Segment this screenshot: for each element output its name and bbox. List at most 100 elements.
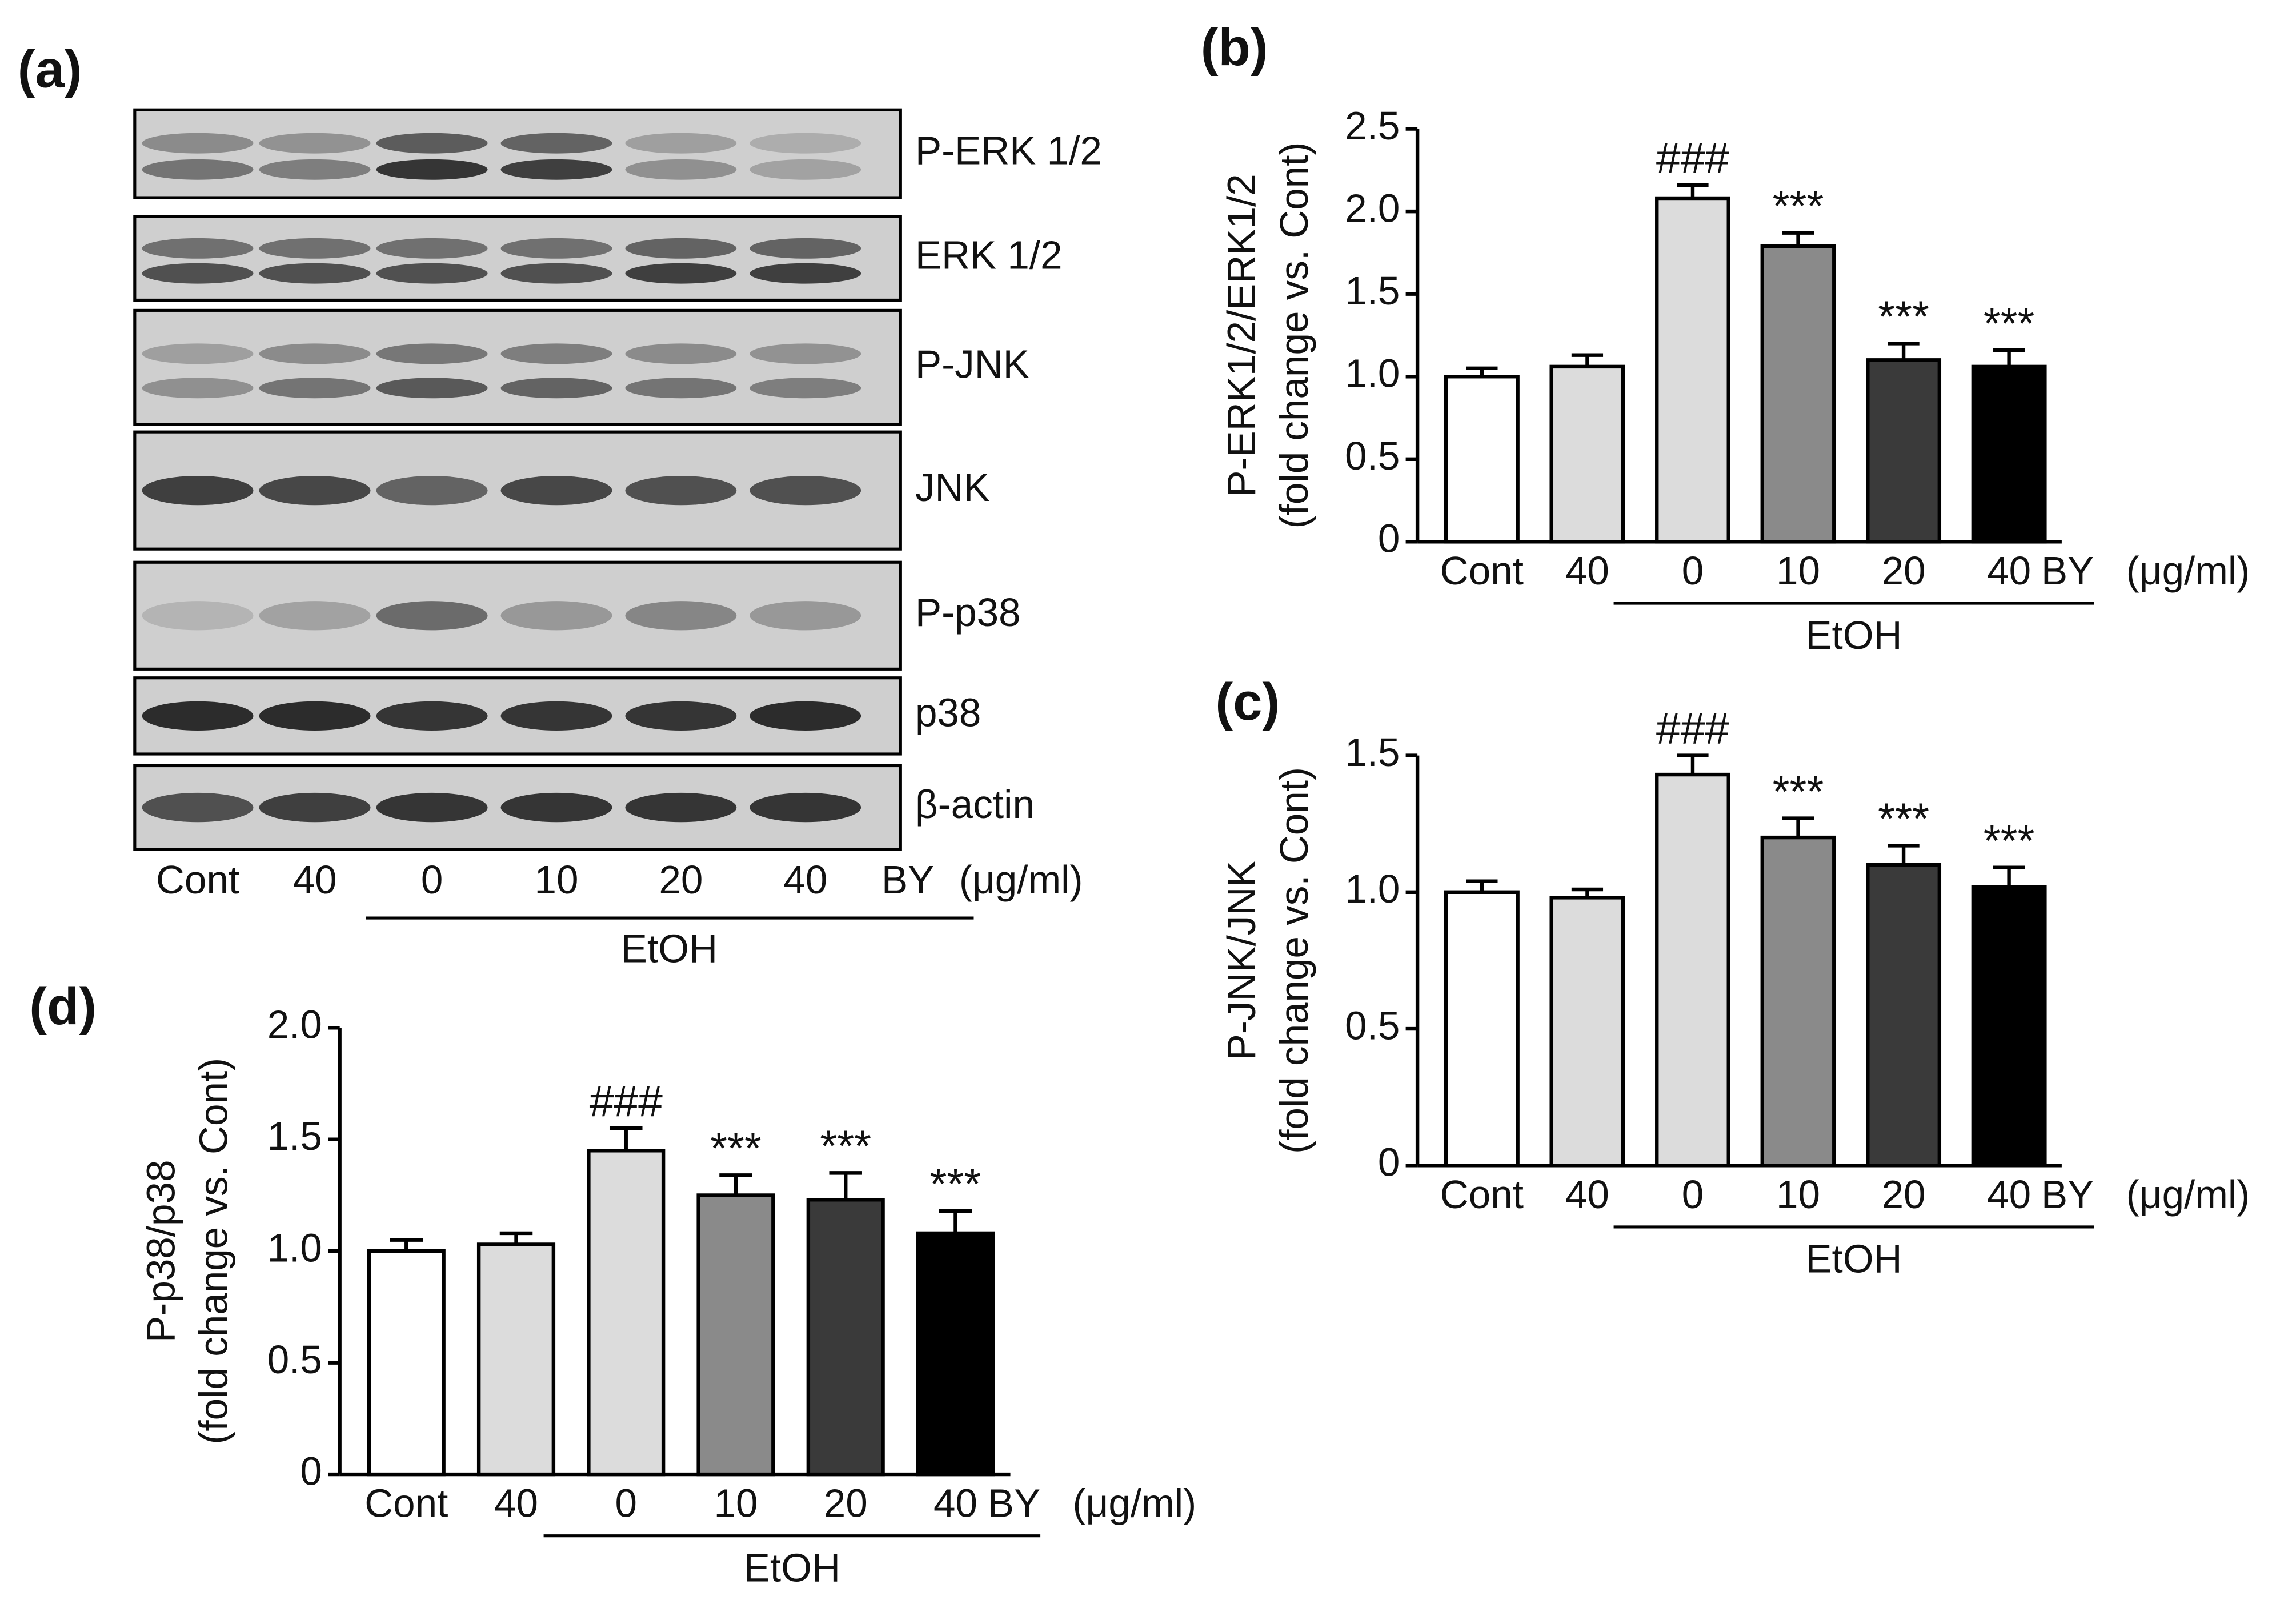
lane-label: Cont	[156, 857, 239, 902]
panel-label: (b)	[1201, 17, 1268, 77]
y-tick-label: 0.5	[1345, 434, 1400, 478]
blot-band	[142, 378, 254, 399]
blot-band	[259, 701, 371, 731]
y-axis-subtitle: (fold change vs. Cont)	[1272, 142, 1316, 529]
blot-band	[259, 378, 371, 399]
blot-band	[750, 792, 861, 823]
bar	[367, 1249, 446, 1477]
x-tick-label: 40	[1565, 548, 1609, 593]
bar	[1971, 364, 2047, 544]
blot-band	[500, 159, 612, 180]
x-tick-label: 40	[1987, 1172, 2031, 1217]
bar	[806, 1198, 885, 1477]
x-tick-label: 40	[933, 1481, 977, 1526]
y-tick-label: 1.5	[1345, 730, 1400, 775]
blot-row-label: β-actin	[915, 782, 1035, 827]
blot-band	[142, 238, 254, 259]
blot-band	[376, 343, 488, 364]
significance-label: ***	[710, 1124, 762, 1173]
blot-band	[142, 263, 254, 284]
blot-strip	[133, 215, 902, 302]
y-tick-label: 0.5	[267, 1337, 322, 1382]
bar	[1760, 835, 1836, 1168]
x-tick-label: 10	[1776, 1172, 1820, 1217]
blot-band	[376, 792, 488, 823]
blot-band	[750, 701, 861, 731]
bar	[1866, 863, 1942, 1168]
blot-band	[750, 476, 861, 506]
blot-row-label: P-JNK	[915, 342, 1029, 387]
y-tick-label: 1.0	[1345, 351, 1400, 396]
y-tick-label: 1.5	[1345, 268, 1400, 313]
blot-band	[625, 133, 737, 154]
y-tick-label: 2.0	[1345, 186, 1400, 230]
blot-band	[625, 476, 737, 506]
unit-label: (μg/ml)	[2126, 548, 2250, 593]
x-tick-label: 0	[1682, 548, 1704, 593]
blot-band	[142, 601, 254, 631]
y-axis-subtitle: (fold change vs. Cont)	[191, 1058, 236, 1445]
y-axis-title: P-ERK1/2/ERK1/2	[1219, 174, 1264, 496]
blot-band	[500, 601, 612, 631]
significance-label: ***	[1878, 292, 1929, 342]
unit-label: (μg/ml)	[2126, 1172, 2250, 1217]
blot-band	[259, 238, 371, 259]
blot-band	[376, 701, 488, 731]
bar	[476, 1242, 556, 1477]
bar	[1655, 196, 1730, 544]
blot-band	[259, 792, 371, 823]
x-tick-label: 20	[824, 1481, 868, 1526]
blot-band	[376, 159, 488, 180]
blot-band	[625, 378, 737, 399]
blot-band	[750, 159, 861, 180]
significance-label: ###	[1656, 134, 1730, 183]
unit-label: BY	[2041, 548, 2094, 593]
bar	[1549, 364, 1625, 544]
y-tick-label: 1.0	[267, 1225, 322, 1270]
blot-band	[142, 476, 254, 506]
blot-band	[500, 133, 612, 154]
bar	[1549, 896, 1625, 1168]
blot-row-label: p38	[915, 691, 981, 735]
blot-strip	[133, 108, 902, 199]
blot-band	[376, 263, 488, 284]
blot-row-label: JNK	[915, 465, 990, 510]
bar	[1444, 890, 1520, 1168]
blot-band	[500, 343, 612, 364]
y-axis-title: P-JNK/JNK	[1219, 860, 1264, 1060]
blot-band	[259, 133, 371, 154]
lane-label: 40	[293, 857, 337, 902]
significance-label: ***	[1773, 767, 1824, 816]
x-tick-label: Cont	[1440, 1172, 1524, 1217]
blot-band	[259, 343, 371, 364]
blot-band	[625, 343, 737, 364]
y-tick-label: 2.5	[1345, 103, 1400, 148]
significance-label: ***	[930, 1160, 981, 1209]
x-tick-label: 10	[714, 1481, 758, 1526]
blot-band	[142, 792, 254, 823]
y-axis-subtitle: (fold change vs. Cont)	[1272, 767, 1316, 1154]
significance-label: ***	[1984, 299, 2035, 348]
group-label: EtOH	[744, 1546, 840, 1590]
significance-label: ***	[1984, 816, 2035, 865]
y-axis-title: P-p38/p38	[138, 1160, 183, 1342]
blot-band	[259, 159, 371, 180]
blot-band	[500, 792, 612, 823]
blot-band	[625, 159, 737, 180]
y-tick-label: 2.0	[267, 1003, 322, 1047]
blot-band	[500, 263, 612, 284]
blot-band	[750, 133, 861, 154]
y-tick-label: 1.0	[1345, 867, 1400, 911]
blot-band	[259, 601, 371, 631]
blot-band	[259, 476, 371, 506]
bar	[916, 1231, 995, 1477]
y-tick-label: 0	[1378, 1140, 1400, 1185]
blot-band	[376, 601, 488, 631]
x-tick-label: Cont	[1440, 548, 1524, 593]
y-tick-label: 0.5	[1345, 1003, 1400, 1048]
group-label: EtOH	[621, 926, 718, 971]
blot-band	[625, 263, 737, 284]
bar	[1971, 885, 2047, 1168]
bar	[1866, 358, 1942, 544]
blot-band	[142, 133, 254, 154]
